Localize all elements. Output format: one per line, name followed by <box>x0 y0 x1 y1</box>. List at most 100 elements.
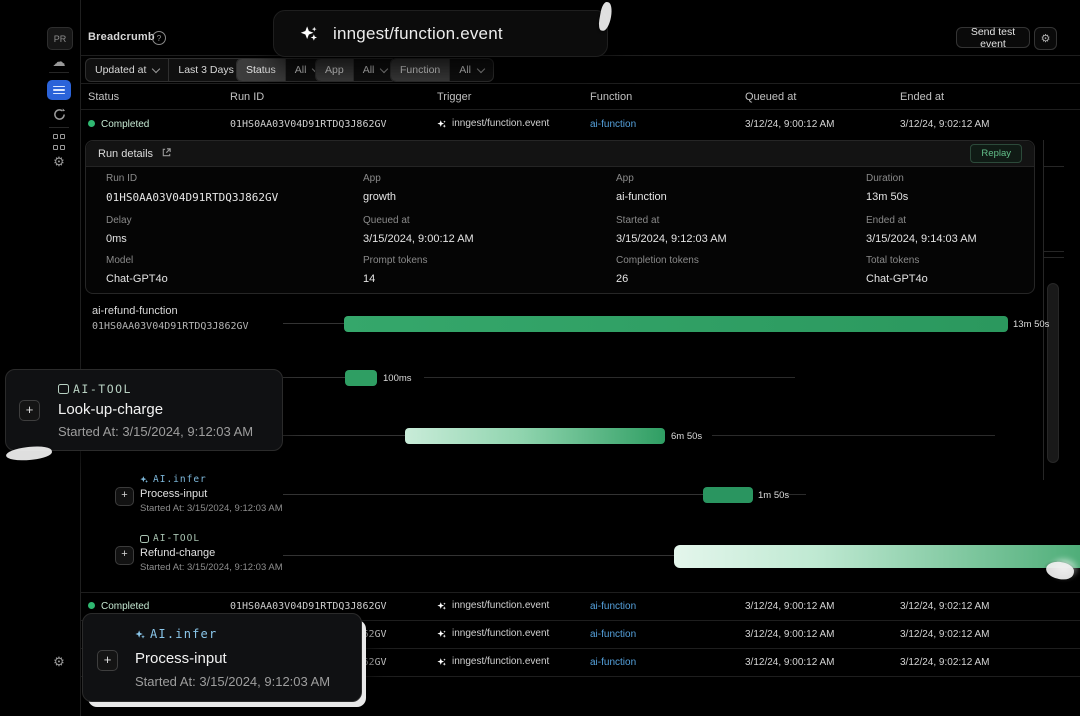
external-link-icon[interactable] <box>161 145 172 163</box>
right-panel-line <box>1043 257 1064 258</box>
row-border <box>80 648 1080 649</box>
timeline-bar-span3[interactable] <box>703 487 753 503</box>
field-label: Prompt tokens <box>363 255 428 266</box>
row-border <box>80 620 1080 621</box>
field-value: 01HS0AA03V04D91RTDQ3J862GV <box>106 191 279 204</box>
ended-at: 3/12/24, 9:02:12 AM <box>900 657 990 668</box>
function-link[interactable]: ai-function <box>590 629 637 640</box>
app-link[interactable]: growth <box>363 191 397 203</box>
status-dot-icon <box>88 120 95 127</box>
expand-step-button[interactable]: + <box>115 546 134 565</box>
column-queued: Queued at <box>745 91 797 103</box>
function-link[interactable]: ai-function <box>616 191 667 203</box>
event-name: inngest/function.event <box>333 23 503 43</box>
field-label: Total tokens <box>866 255 920 266</box>
timeline-bar-root[interactable] <box>344 316 1008 332</box>
table-header-border <box>80 109 1080 110</box>
timeline-bar-span2[interactable] <box>405 428 665 444</box>
function-link[interactable]: ai-function <box>590 601 637 612</box>
ended-at: 3/12/24, 9:02:12 AM <box>900 601 990 612</box>
step-name: Refund-change <box>140 547 216 559</box>
sidebar-item-runs-active[interactable] <box>47 80 71 100</box>
queued-at: 3/12/24, 9:00:12 AM <box>745 119 835 130</box>
timeline-root-id: 01HS0AA03V04D91RTDQ3J862GV <box>92 321 249 332</box>
row-border <box>80 592 1080 593</box>
step-started: Started At: 3/15/2024, 9:12:03 AM <box>140 503 283 514</box>
sidebar-divider <box>80 0 81 716</box>
run-details-card: Run details Replay Run ID 01HS0AA03V04D9… <box>85 140 1035 294</box>
status-filter-value[interactable]: All <box>284 59 329 81</box>
date-range-dropdown[interactable]: Last 3 Days <box>168 59 255 81</box>
header-gear-button[interactable]: ⚙ <box>1034 27 1057 50</box>
send-test-event-button[interactable]: Send test event <box>956 26 1030 50</box>
ai-tool-icon <box>140 534 149 543</box>
sparkle-icon <box>300 24 319 43</box>
apps-grid-icon[interactable] <box>48 132 70 152</box>
workspace-badge[interactable]: PR <box>47 27 73 50</box>
field-value: 14 <box>363 273 376 285</box>
app-filter-label: App <box>316 59 353 81</box>
duration-label: 1m 50s <box>758 490 790 501</box>
function-filter-label: Function <box>391 59 450 81</box>
sidebar-separator <box>49 72 69 73</box>
updated-at-dropdown[interactable]: Updated at <box>86 59 168 81</box>
function-filter-value[interactable]: All <box>449 59 493 81</box>
run-details-header: Run details Replay <box>86 141 1034 167</box>
timeline-bar-span4[interactable] <box>674 545 1080 568</box>
step-name: Look-up-charge <box>58 401 164 418</box>
expand-step-button[interactable]: + <box>97 650 118 671</box>
step-name: Process-input <box>135 650 227 667</box>
step-tag: AI.infer <box>140 474 207 485</box>
function-link[interactable]: ai-function <box>590 119 637 130</box>
expand-step-button[interactable]: + <box>115 487 134 506</box>
trigger-cell: inngest/function.event <box>437 118 549 129</box>
field-value: 3/15/2024, 9:14:03 AM <box>866 233 977 245</box>
bottom-gear-icon[interactable]: ⚙ <box>53 654 65 669</box>
duration-label: 100ms <box>383 373 412 384</box>
duration-label: 13m 50s <box>1013 319 1050 330</box>
settings-gear-icon[interactable]: ⚙ <box>53 154 65 169</box>
sort-date-dropdown-group[interactable]: Updated at Last 3 Days <box>85 58 257 82</box>
help-icon[interactable]: ? <box>152 31 166 45</box>
connector-line <box>283 555 674 556</box>
field-label: Run ID <box>106 173 138 184</box>
step-tooltip-lookup-charge: + AI-TOOL Look-up-charge Started At: 3/1… <box>5 369 283 451</box>
field-value: 13m 50s <box>866 191 909 203</box>
field-label: Ended at <box>866 215 907 226</box>
timeline-root-name: ai-refund-function <box>92 305 178 317</box>
cloud-icon[interactable]: ☁ <box>52 54 66 69</box>
step-tag: AI.infer <box>135 627 217 641</box>
connector-line <box>283 494 703 495</box>
sparkle-icon <box>437 119 447 129</box>
right-panel-edge <box>1043 140 1044 480</box>
timeline-bar-span1[interactable] <box>345 370 377 386</box>
sparkle-icon <box>437 601 447 611</box>
column-run-id: Run ID <box>230 91 265 103</box>
function-filter[interactable]: Function All <box>390 58 494 82</box>
refresh-icon[interactable] <box>48 104 70 124</box>
field-value: 3/15/2024, 9:00:12 AM <box>363 233 474 245</box>
scrollbar-thumb[interactable] <box>1047 283 1059 463</box>
field-value: Chat-GPT4o <box>866 273 928 285</box>
field-label: App <box>363 173 381 184</box>
step-started: Started At: 3/15/2024, 9:12:03 AM <box>140 562 283 573</box>
step-name: Process-input <box>140 488 208 500</box>
step-started: Started At: 3/15/2024, 9:12:03 AM <box>58 424 254 439</box>
replay-button[interactable]: Replay <box>970 144 1022 163</box>
event-name-card: inngest/function.event <box>273 10 608 57</box>
status-filter[interactable]: Status All <box>236 58 330 82</box>
row-border <box>80 676 1080 677</box>
app-filter-value[interactable]: All <box>352 59 397 81</box>
run-id: 01HS0AA03V04D91RTDQ3J862GV <box>230 601 387 612</box>
right-panel-line <box>1043 251 1064 252</box>
sparkle-icon <box>437 657 447 667</box>
app-filter[interactable]: App All <box>315 58 398 82</box>
queued-at: 3/12/24, 9:00:12 AM <box>745 601 835 612</box>
function-link[interactable]: ai-function <box>590 657 637 668</box>
chevron-down-icon <box>380 64 389 73</box>
chevron-down-icon <box>476 64 486 73</box>
expand-step-button[interactable]: + <box>19 400 40 421</box>
queued-at: 3/12/24, 9:00:12 AM <box>745 629 835 640</box>
status-filter-label: Status <box>237 59 285 81</box>
